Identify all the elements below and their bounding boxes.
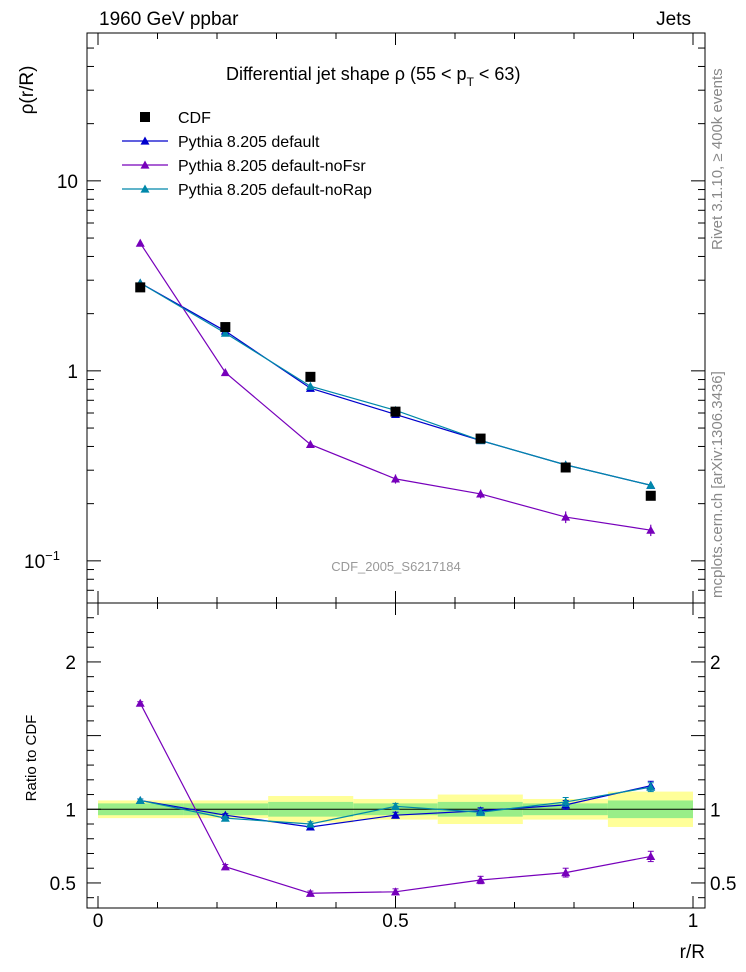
series-point-1 [476,489,486,498]
series-point-1 [305,439,315,449]
data-point [220,322,231,333]
legend-marker-2 [140,184,150,193]
ratio-point-1 [135,698,145,707]
series-point-2 [305,381,315,390]
ratio-point-1 [220,862,230,871]
ratio-frame [86,602,706,909]
analysis-watermark: CDF_2005_S6217184 [331,559,460,574]
ratio-plot: 0 0.5 1 0.5 0.5 1 1 2 2 [50,602,736,932]
ratio-point-2 [646,782,656,791]
series-line-0 [139,282,651,486]
ratio-point-1 [305,888,315,897]
ratio-point-1 [646,851,656,861]
ratio-tick-label-right: 0.5 [710,874,736,895]
ratio-point-2 [135,795,145,805]
header-left: 1960 GeV ppbar [99,9,239,30]
ratio-point-2 [561,797,571,806]
series-point-1 [135,238,145,247]
legend-marker-1 [140,160,150,169]
x-tick-label: 0 [93,911,104,932]
x-axis-label: r/R [680,942,705,963]
x-tick-label: 0.5 [382,911,408,932]
data-point [645,490,656,501]
ratio-tick-label-right: 2 [710,653,721,674]
ratio-tick-label-left: 0.5 [50,874,76,895]
series-line-1 [139,242,651,531]
legend: CDF Pythia 8.205 default Pythia 8.205 defa… [122,110,372,199]
series-point-1 [561,512,571,521]
y-tick-label: 10−1 [24,548,60,573]
legend-label-0: Pythia 8.205 default [178,134,320,151]
series-line-2 [139,282,651,486]
data-point [560,462,571,473]
y-tick-label: 10 [57,172,78,193]
series-point-1 [391,474,400,483]
data-point [475,433,486,444]
legend-label-data: CDF [178,110,211,127]
side-label-mcplots: mcplots.cern.ch [arXiv:1306.3436] [709,371,726,598]
data-point [390,406,401,417]
legend-label-2: Pythia 8.205 default-noRap [178,182,372,199]
data-point [305,371,316,382]
series-point-2 [646,480,656,489]
series-point-2 [220,328,230,337]
x-tick-label: 1 [688,911,699,932]
ratio-tick-label-right: 1 [710,800,721,821]
ratio-point-1 [391,887,400,896]
ratio-point-2 [476,807,486,816]
chart-title: Differential jet shape ρ (55 < pT < 63) [226,64,520,89]
y-axis-label: ρ(r/R) [17,66,38,115]
legend-marker-data [140,112,150,122]
ratio-point-0 [391,810,400,819]
side-label-rivet: Rivet 3.1.10, ≥ 400k events [709,68,726,250]
ratio-point-1 [476,875,486,884]
ratio-tick-label-left: 1 [65,800,76,821]
y-tick-label: 1 [67,362,78,383]
ratio-point-2 [305,819,315,828]
ratio-point-2 [220,813,230,822]
data-point [135,282,146,293]
ratio-tick-label-left: 2 [65,653,76,674]
legend-marker-0 [140,136,150,145]
ratio-line-1 [139,702,651,894]
ratio-y-axis-label: Ratio to CDF [23,715,40,802]
ratio-point-2 [391,801,400,810]
header-right: Jets [656,9,691,30]
ratio-point-1 [561,868,571,877]
legend-label-1: Pythia 8.205 default-noFsr [178,158,366,175]
series-point-1 [220,368,230,377]
series-point-1 [646,525,656,534]
